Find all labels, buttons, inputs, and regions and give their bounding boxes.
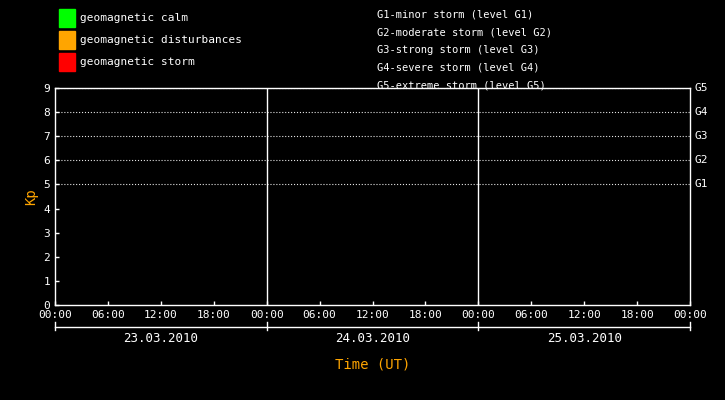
Text: G5: G5: [695, 83, 708, 93]
Text: G2: G2: [695, 155, 708, 165]
Text: G5-extreme storm (level G5): G5-extreme storm (level G5): [377, 80, 546, 90]
Y-axis label: Kp: Kp: [24, 188, 38, 205]
Text: G2-moderate storm (level G2): G2-moderate storm (level G2): [377, 28, 552, 38]
Text: G1-minor storm (level G1): G1-minor storm (level G1): [377, 10, 534, 20]
Text: 25.03.2010: 25.03.2010: [547, 332, 621, 345]
Text: geomagnetic storm: geomagnetic storm: [80, 57, 195, 67]
Text: G3: G3: [695, 131, 708, 141]
Text: Time (UT): Time (UT): [335, 357, 410, 371]
Text: 24.03.2010: 24.03.2010: [335, 332, 410, 345]
Text: G4-severe storm (level G4): G4-severe storm (level G4): [377, 63, 539, 73]
Text: geomagnetic calm: geomagnetic calm: [80, 13, 188, 23]
Text: geomagnetic disturbances: geomagnetic disturbances: [80, 35, 242, 45]
Text: G1: G1: [695, 180, 708, 190]
Text: 23.03.2010: 23.03.2010: [123, 332, 199, 345]
Text: G3-strong storm (level G3): G3-strong storm (level G3): [377, 45, 539, 55]
Text: G4: G4: [695, 107, 708, 117]
